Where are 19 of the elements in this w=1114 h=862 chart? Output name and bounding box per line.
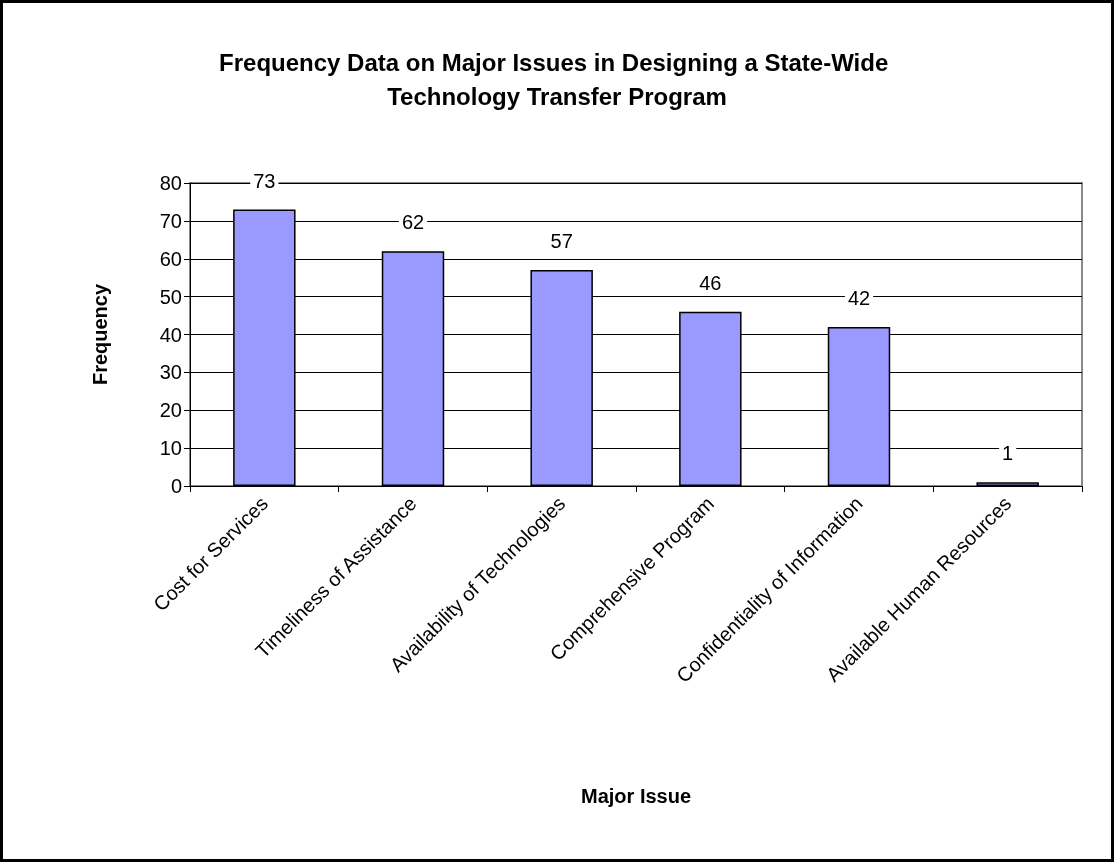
y-tick-label: 80 [159, 172, 182, 194]
y-tick-label: 0 [170, 475, 182, 497]
y-tick-label: 10 [159, 437, 182, 460]
bar [976, 482, 1039, 486]
data-label: 73 [253, 169, 276, 192]
data-label: 57 [550, 230, 573, 253]
data-label: 1 [1002, 442, 1014, 465]
data-label: 42 [847, 286, 871, 309]
y-tick-label: 20 [159, 399, 182, 422]
y-tick-label: 50 [159, 285, 182, 308]
y-tick-label: 60 [159, 247, 182, 270]
y-tick-label: 70 [159, 209, 182, 232]
x-axis-title: Major Issue [580, 785, 692, 807]
y-tick-label: 30 [159, 361, 182, 384]
chart-title: Frequency Data on Major Issues in Designing a State-Wide Technology Transfer Program [219, 48, 895, 110]
data-label: 46 [699, 271, 722, 294]
y-axis-title: Frequency [89, 283, 111, 386]
y-tick-label: 40 [159, 323, 182, 346]
data-label: 62 [401, 211, 425, 234]
